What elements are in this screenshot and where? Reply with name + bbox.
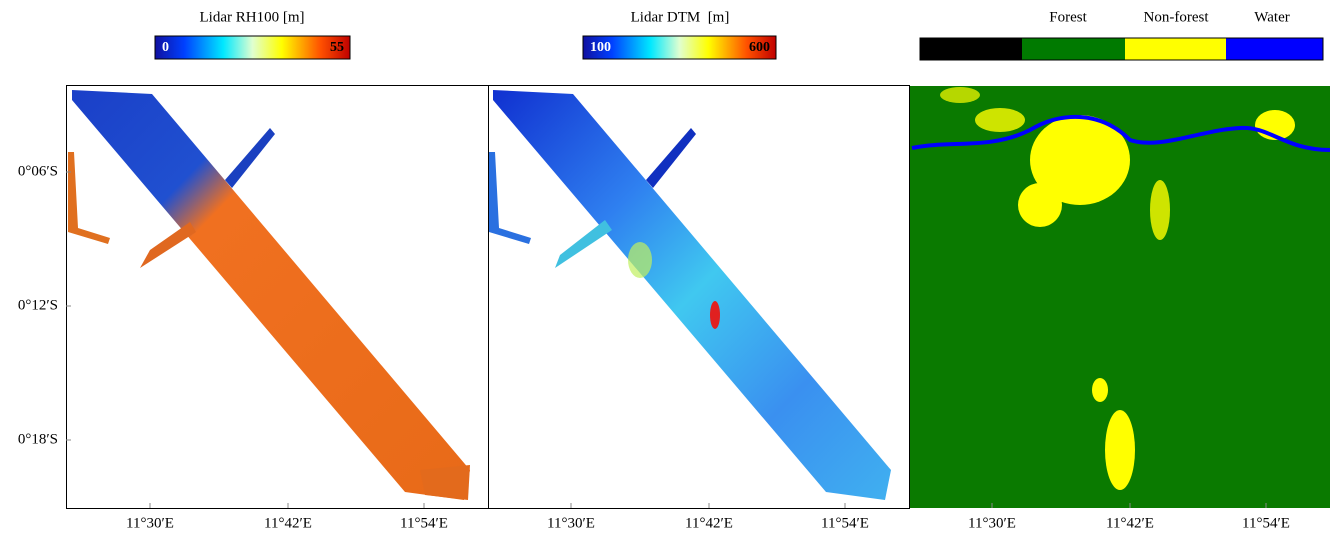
colorbar-title: Lidar RH100 [m] bbox=[200, 9, 305, 25]
x-tick-label: 11°30′E bbox=[126, 515, 174, 531]
x-tick-label: 11°54′E bbox=[821, 515, 869, 531]
y-tick-label: 0°06′S bbox=[18, 163, 58, 179]
x-tick-label: 11°42′E bbox=[685, 515, 733, 531]
colorbar-min: 100 bbox=[590, 40, 611, 55]
x-tick-label: 11°42′E bbox=[1106, 515, 1154, 531]
y-tick-label: 0°12′S bbox=[18, 297, 58, 313]
map-landcover bbox=[910, 86, 1331, 508]
class-legend bbox=[919, 37, 1324, 61]
legend-label: Water bbox=[1254, 9, 1289, 25]
legend-label: Non-forest bbox=[1144, 9, 1210, 25]
colorbar bbox=[582, 35, 777, 60]
x-tick-label: 11°30′E bbox=[547, 515, 595, 531]
x-tick-label: 11°54′E bbox=[1242, 515, 1290, 531]
map-rh100 bbox=[68, 90, 470, 500]
x-tick-label: 11°30′E bbox=[968, 515, 1016, 531]
y-tick-label: 0°18′S bbox=[18, 431, 58, 447]
map-dtm bbox=[489, 90, 891, 500]
legend-label: Forest bbox=[1049, 9, 1087, 25]
x-tick-label: 11°54′E bbox=[400, 515, 448, 531]
colorbar-max: 600 bbox=[749, 40, 770, 55]
colorbar-min: 0 bbox=[162, 40, 169, 55]
colorbar-title: Lidar DTM [m] bbox=[631, 9, 730, 25]
axis-labels: 0°06′S 0°12′S 0°18′S 11°30′E 11°42′E 11°54′E 1… bbox=[18, 163, 1290, 531]
colorbar bbox=[154, 35, 351, 60]
x-tick-label: 11°42′E bbox=[264, 515, 312, 531]
colorbar-max: 55 bbox=[330, 40, 344, 55]
